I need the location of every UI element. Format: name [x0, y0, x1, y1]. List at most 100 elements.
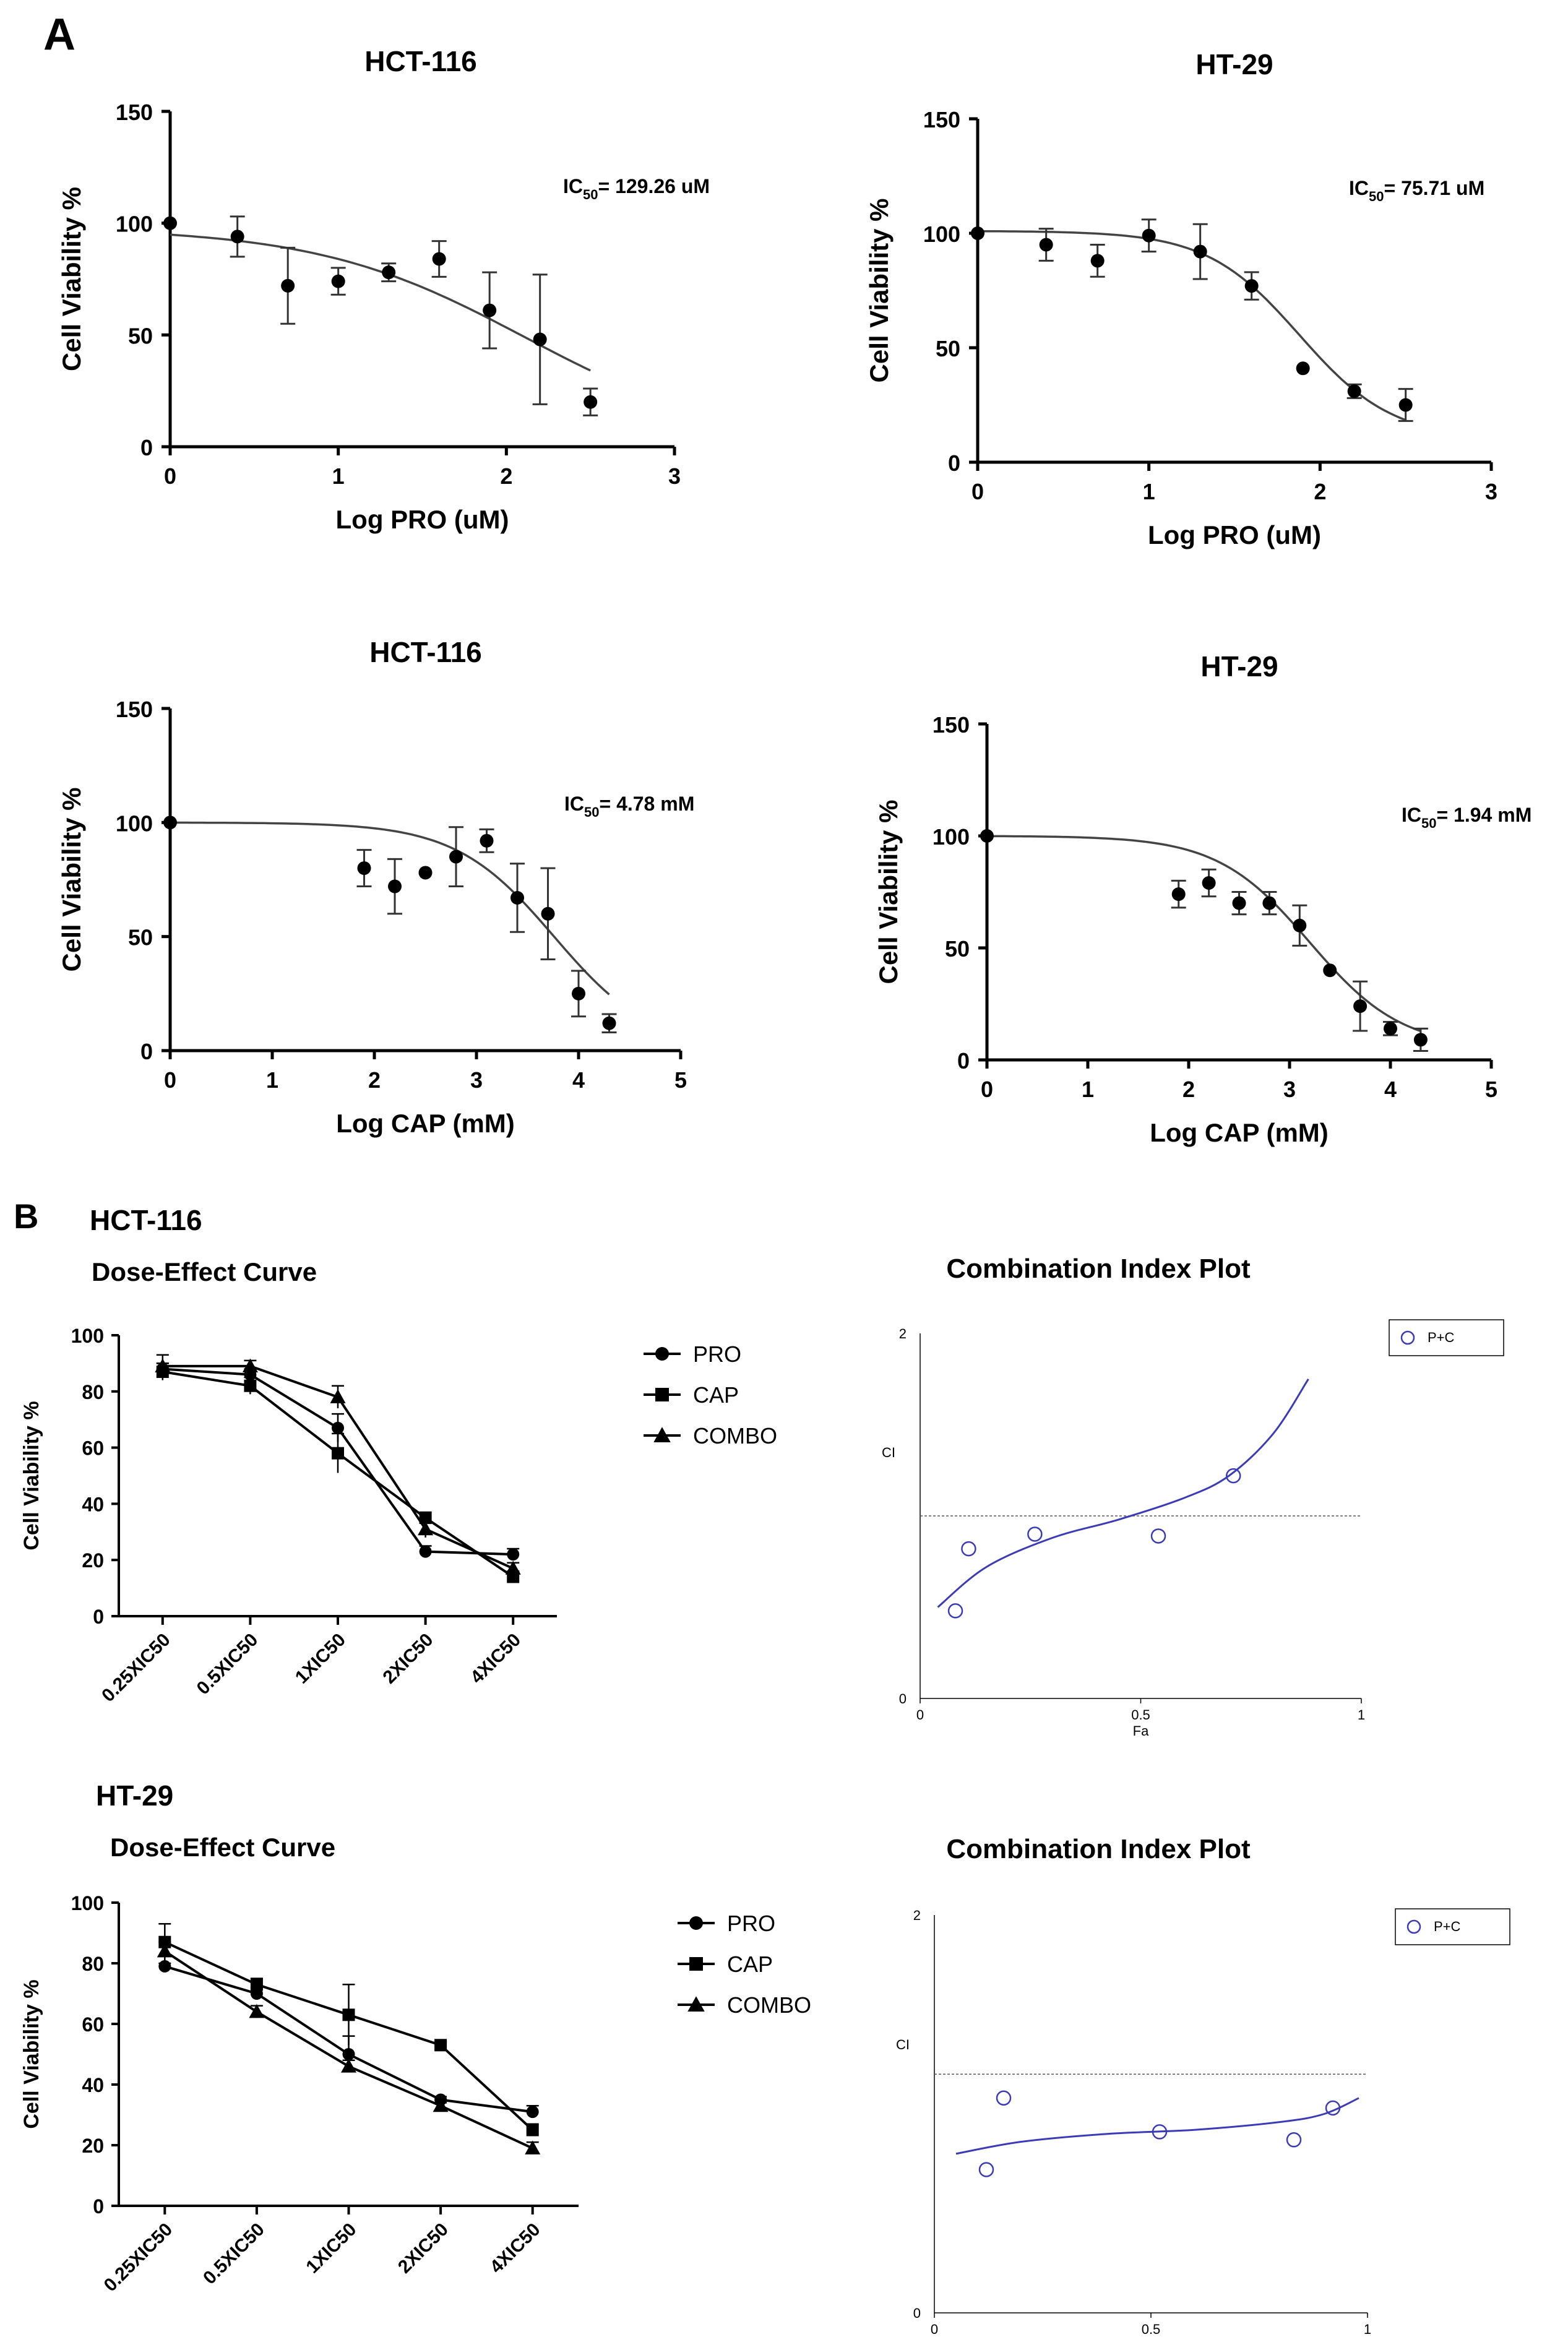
marker-circle: [507, 1548, 520, 1561]
ic50-prefix: IC: [563, 175, 583, 197]
data-point: [1296, 361, 1310, 376]
y-tick-label: 150: [933, 712, 970, 738]
data-point: [1090, 254, 1105, 268]
x-tick-label: 4XIC50: [467, 1630, 525, 1688]
chart-title: HT-29: [1200, 650, 1278, 682]
marker-triangle: [433, 2098, 449, 2112]
legend-label: P+C: [1434, 1919, 1461, 1934]
y-tick-label: 80: [82, 1381, 104, 1403]
y-axis-label: CI: [882, 1445, 895, 1460]
x-tick-label: 5: [674, 1067, 687, 1093]
data-point: [602, 1016, 616, 1030]
marker-square: [526, 2124, 539, 2137]
x-tick-label: 3: [1283, 1077, 1296, 1102]
ic50-subscript: 50: [583, 187, 598, 202]
data-point: [1142, 228, 1156, 243]
y-axis-label: Cell Viability %: [57, 788, 86, 972]
x-tick-label: 2: [1314, 479, 1326, 504]
x-axis-label: Log PRO (uM): [1148, 520, 1321, 549]
marker-triangle: [242, 1358, 258, 1372]
marker-circle: [158, 1960, 171, 1973]
ci-point: [961, 1541, 976, 1557]
data-point: [971, 226, 984, 240]
y-tick-label: 50: [128, 323, 153, 348]
chart-b2: Combination Index Plot 0 2 0 0.5 1 Fa CI P+C: [882, 1254, 1504, 1739]
panel-label-a: A: [43, 10, 75, 59]
data-point: [281, 278, 295, 293]
y-tick-label: 0: [93, 2195, 104, 2218]
marker-triangle: [653, 1427, 671, 1442]
data-point: [382, 265, 396, 280]
data-point: [163, 216, 177, 230]
data-point: [572, 986, 585, 1001]
legend-item-combo: COMBO: [644, 1423, 777, 1448]
data-point: [449, 850, 463, 864]
x-tick-label: 1: [332, 463, 345, 489]
x-tick-label: 0.5XIC50: [193, 1630, 262, 1699]
data-point: [432, 252, 446, 266]
data-point: [533, 332, 547, 346]
y-tick-label: 0: [948, 450, 960, 476]
y-tick-label: 0: [93, 1606, 104, 1628]
data-point: [980, 829, 994, 843]
legend-item-pro: PRO: [678, 1911, 775, 1936]
marker-square: [434, 2039, 447, 2052]
x-tick-label: 2XIC50: [379, 1630, 437, 1688]
y-tick-label: 150: [923, 107, 960, 132]
marker-triangle: [330, 1389, 346, 1403]
x-tick-label: 3: [668, 463, 681, 489]
y-tick-label: 80: [82, 1953, 104, 1975]
x-axis-label: Log CAP (mM): [1150, 1118, 1329, 1147]
x-tick-label: 3: [1485, 479, 1497, 504]
data-point: [510, 890, 524, 905]
data-point: [1244, 279, 1259, 293]
x-tick-label: 0: [164, 463, 176, 489]
data-point: [1384, 1022, 1397, 1036]
ic50-prefix: IC: [1349, 177, 1369, 199]
x-tick-label: 1: [1358, 1707, 1365, 1723]
marker-circle: [689, 1916, 703, 1930]
data-point: [1347, 384, 1361, 398]
chart-a2: HT-29 0 50 100 150 0 1 2 3 Log PRO (uM) Cell Viabi…: [864, 48, 1497, 549]
legend-item-combo: COMBO: [678, 1992, 811, 2018]
data-point: [1262, 896, 1277, 910]
y-tick-label: 2: [913, 1908, 921, 1923]
legend-label: COMBO: [727, 1992, 811, 2018]
y-tick-label: 50: [945, 936, 970, 962]
ic50-value: = 4.78 mM: [599, 793, 694, 815]
legend-label: P+C: [1428, 1330, 1455, 1345]
marker-circle: [655, 1347, 669, 1361]
legend-marker: [1406, 1919, 1421, 1934]
data-point: [1039, 238, 1053, 252]
marker-square: [332, 1447, 344, 1460]
x-tick-label: 2XIC50: [394, 2219, 452, 2278]
x-tick-label: 4: [1384, 1077, 1397, 1102]
data-point: [1193, 244, 1207, 259]
chart-title: HT-29: [1195, 48, 1273, 80]
y-tick-label: 60: [82, 1437, 104, 1460]
x-tick-label: 1: [1082, 1077, 1094, 1102]
ci-point: [996, 2090, 1012, 2106]
data-point: [163, 816, 177, 830]
legend: P+C: [1389, 1319, 1504, 1356]
series-pro: [158, 1960, 539, 2119]
ci-point: [1225, 1468, 1241, 1484]
series-combo: [157, 1941, 541, 2154]
ic50-annotation: IC50= 75.71 uM: [1349, 177, 1484, 204]
y-tick-label: 40: [82, 2074, 104, 2096]
legend-box: [1389, 1319, 1504, 1356]
y-tick-label: 100: [933, 824, 970, 850]
x-tick-label: 2: [1182, 1077, 1195, 1102]
y-tick-label: 50: [128, 925, 153, 950]
data-point: [388, 879, 402, 893]
y-tick-label: 0: [899, 1691, 907, 1706]
y-tick-label: 50: [936, 336, 960, 361]
y-tick-label: 60: [82, 2013, 104, 2036]
ic50-subscript: 50: [1369, 189, 1384, 204]
y-tick-label: 150: [116, 100, 153, 125]
y-tick-label: 20: [82, 2135, 104, 2157]
legend-item-cap: CAP: [644, 1382, 739, 1408]
ic50-annotation: IC50= 129.26 uM: [563, 175, 710, 202]
